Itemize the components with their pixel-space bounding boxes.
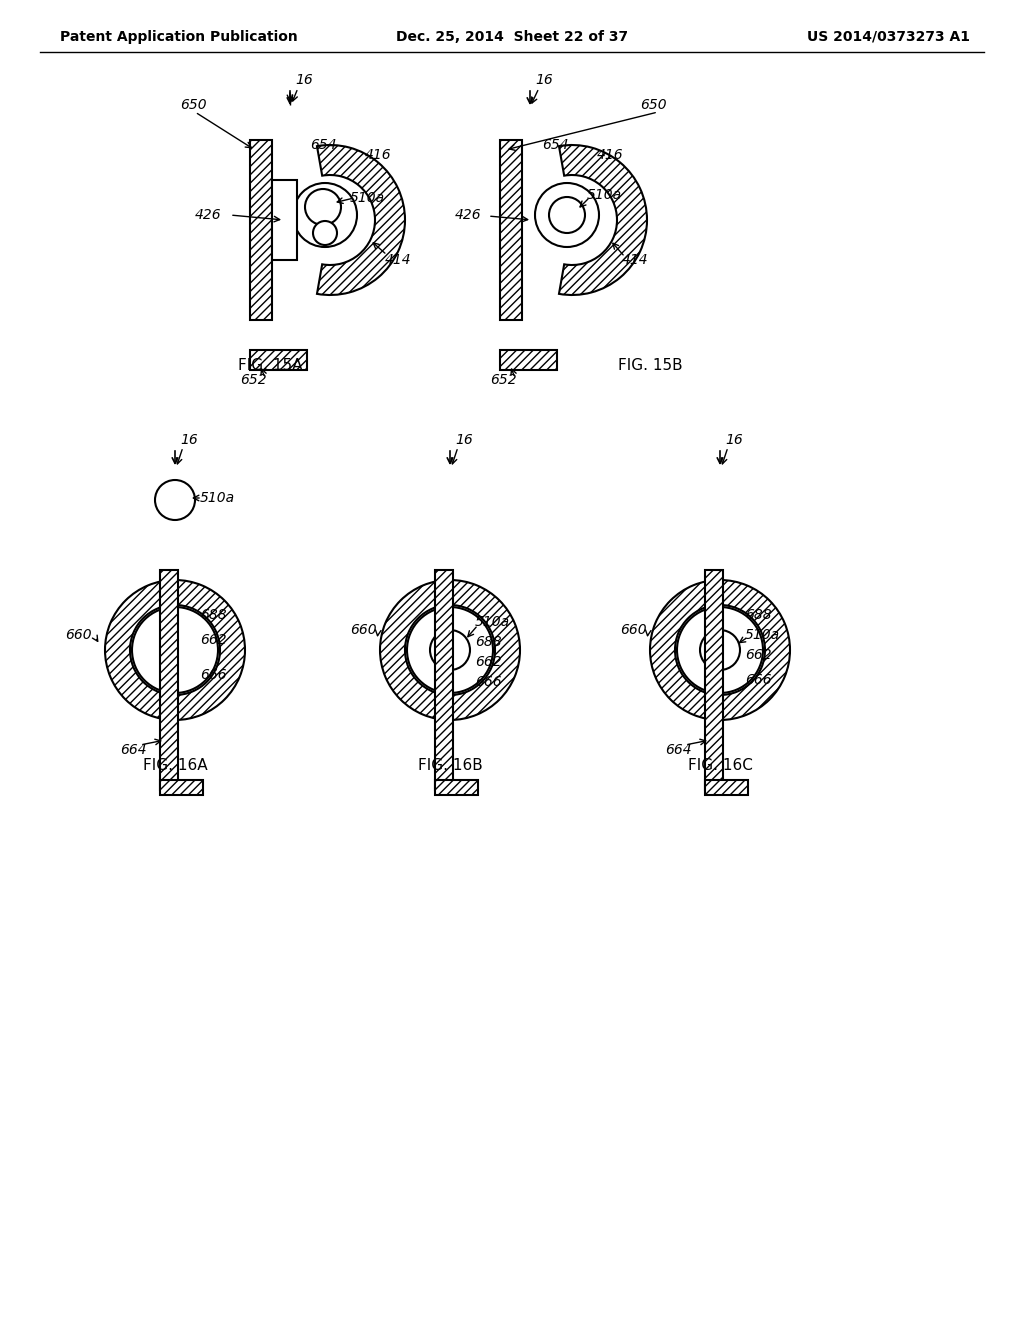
Polygon shape [500, 140, 522, 319]
Text: 664: 664 [665, 743, 691, 756]
Circle shape [535, 183, 599, 247]
Bar [435, 780, 478, 795]
Circle shape [700, 630, 740, 671]
Text: Patent Application Publication: Patent Application Publication [60, 30, 298, 44]
Text: 666: 666 [745, 673, 772, 686]
Polygon shape [435, 570, 453, 789]
Text: 650: 650 [640, 98, 667, 112]
Text: 426: 426 [455, 209, 481, 222]
Text: 654: 654 [310, 139, 337, 152]
Text: 650: 650 [180, 98, 207, 112]
Circle shape [407, 607, 493, 693]
Text: 688: 688 [475, 635, 502, 649]
Text: 660: 660 [350, 623, 377, 638]
Circle shape [430, 630, 470, 671]
Text: 688: 688 [745, 609, 772, 622]
Circle shape [677, 607, 763, 693]
Text: US 2014/0373273 A1: US 2014/0373273 A1 [807, 30, 970, 44]
Text: 16: 16 [535, 73, 553, 87]
Text: 654: 654 [542, 139, 568, 152]
Wedge shape [380, 579, 520, 719]
Text: 662: 662 [745, 648, 772, 663]
Text: 660: 660 [65, 628, 91, 642]
Text: Dec. 25, 2014  Sheet 22 of 37: Dec. 25, 2014 Sheet 22 of 37 [396, 30, 628, 44]
Wedge shape [559, 145, 647, 294]
Polygon shape [250, 140, 272, 319]
Text: 510a: 510a [350, 191, 385, 205]
Text: 652: 652 [490, 374, 517, 387]
Text: 426: 426 [195, 209, 221, 222]
Text: 414: 414 [385, 253, 412, 267]
Bar [705, 780, 748, 795]
Text: 510a: 510a [475, 615, 510, 630]
Circle shape [132, 607, 218, 693]
Wedge shape [105, 579, 245, 719]
Text: 688: 688 [200, 609, 226, 622]
Text: 414: 414 [622, 253, 648, 267]
Text: 664: 664 [120, 743, 146, 756]
Text: 510a: 510a [587, 187, 623, 202]
Text: 666: 666 [200, 668, 226, 682]
Text: FIG. 16A: FIG. 16A [142, 758, 207, 772]
Text: 662: 662 [200, 634, 226, 647]
Text: 660: 660 [620, 623, 646, 638]
Text: 16: 16 [180, 433, 198, 447]
Text: 16: 16 [725, 433, 742, 447]
Bar [500, 350, 557, 370]
Text: 666: 666 [475, 675, 502, 689]
Circle shape [549, 197, 585, 234]
Bar [160, 780, 203, 795]
Circle shape [293, 183, 357, 247]
Circle shape [155, 480, 195, 520]
Polygon shape [160, 570, 178, 789]
Text: 510a: 510a [745, 628, 780, 642]
Text: FIG. 16C: FIG. 16C [687, 758, 753, 772]
Text: 416: 416 [365, 148, 391, 162]
Bar [250, 350, 307, 370]
Text: 16: 16 [455, 433, 473, 447]
Text: 416: 416 [597, 148, 624, 162]
Text: 652: 652 [240, 374, 266, 387]
Circle shape [305, 189, 341, 224]
Text: 16: 16 [295, 73, 312, 87]
Text: FIG. 15A: FIG. 15A [238, 358, 302, 372]
Bar [272, 180, 297, 260]
Text: FIG. 15B: FIG. 15B [617, 358, 682, 372]
Polygon shape [705, 570, 723, 789]
Circle shape [313, 220, 337, 246]
Text: 662: 662 [475, 655, 502, 669]
Text: 510a: 510a [200, 491, 236, 506]
Wedge shape [317, 145, 406, 294]
Text: FIG. 16B: FIG. 16B [418, 758, 482, 772]
Wedge shape [650, 579, 790, 719]
